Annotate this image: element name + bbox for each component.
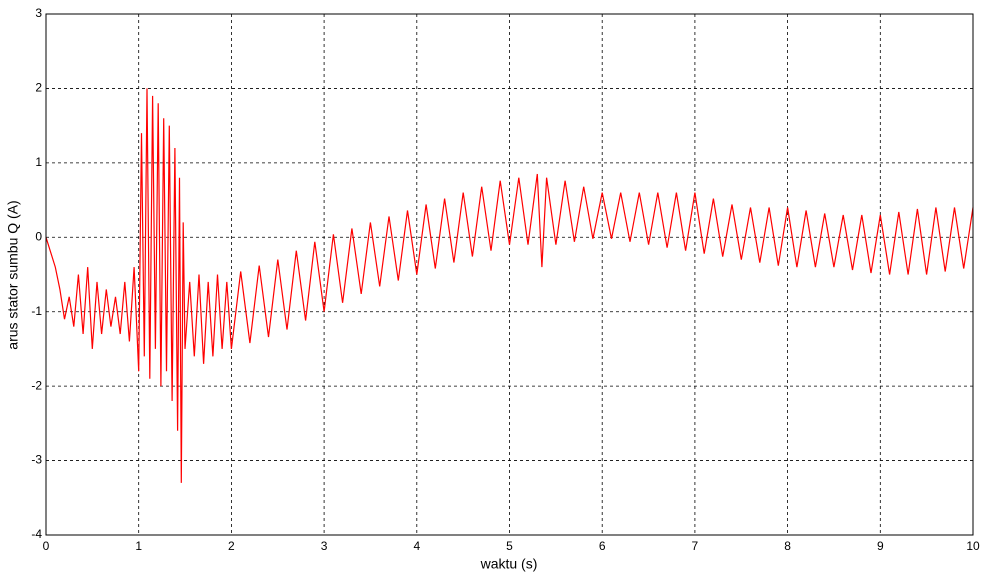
x-tick-label: 10	[966, 539, 980, 553]
x-tick-label: 9	[877, 539, 884, 553]
x-axis-label: waktu (s)	[480, 556, 538, 572]
y-tick-label: -1	[31, 304, 42, 318]
data-line	[45, 88, 974, 483]
y-tick-label: -4	[31, 527, 42, 541]
x-tick-label: 4	[413, 539, 420, 553]
y-tick-label: 3	[35, 6, 42, 20]
x-tick-label: 6	[599, 539, 606, 553]
y-tick-label: 0	[35, 229, 42, 243]
x-tick-label: 0	[43, 539, 50, 553]
x-tick-label: 2	[228, 539, 235, 553]
x-tick-label: 8	[784, 539, 791, 553]
plot-frame	[45, 13, 974, 536]
y-tick-label: 2	[35, 81, 42, 95]
x-tick-label: 7	[692, 539, 699, 553]
x-tick-label: 5	[506, 539, 513, 553]
y-tick-label: -2	[31, 378, 42, 392]
x-tick-label: 3	[321, 539, 328, 553]
y-tick-label: -3	[31, 453, 42, 467]
x-tick-label: 1	[135, 539, 142, 553]
y-tick-label: 1	[35, 155, 42, 169]
y-axis-label: arus stator sumbu Q (A)	[5, 200, 21, 349]
